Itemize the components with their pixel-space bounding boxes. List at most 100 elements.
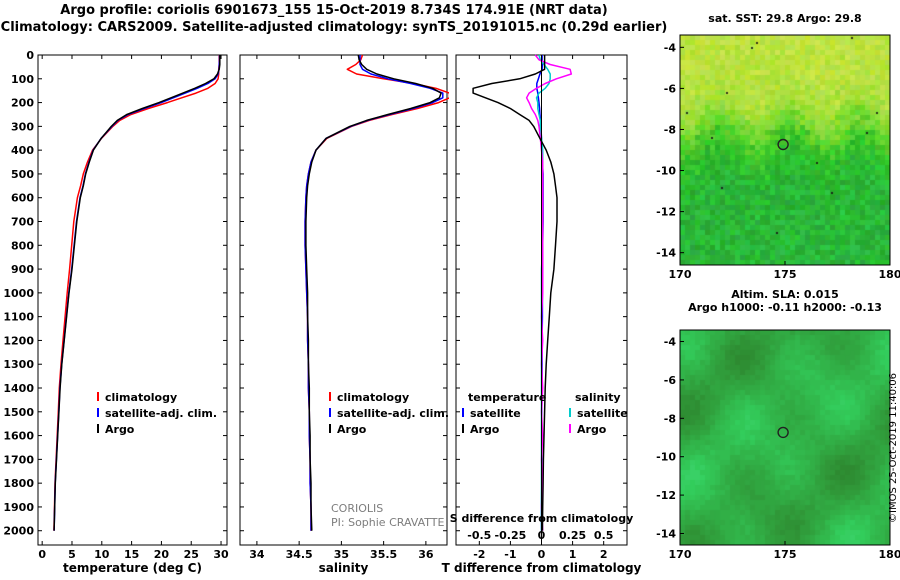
series-satellite-adj-clim- [304, 55, 444, 531]
sst-map-panel: 170 175 180 -4 -6 -8 -10 -12 -14 [656, 34, 900, 281]
s-axis-label: S difference from climatology [450, 512, 634, 525]
legend-label: satellite [577, 407, 628, 420]
sst-map-title: sat. SST: 29.8 Argo: 29.8 [708, 12, 862, 25]
depth-tick-label: 600 [11, 192, 34, 205]
x-tick-label: 36 [418, 548, 434, 561]
x-tick-label: 20 [154, 548, 170, 561]
depth-tick-label: 1900 [3, 501, 34, 514]
panel-border [239, 54, 448, 546]
lat-tick-label: -4 [664, 41, 677, 54]
lat-tick-label: -8 [664, 412, 676, 425]
x-tick-label: 30 [213, 548, 229, 561]
x-tick-label: 2 [600, 548, 608, 561]
lat-tick-label: -6 [664, 374, 677, 387]
x-tick-label: 25 [184, 548, 199, 561]
float-position-marker [777, 426, 789, 439]
depth-tick-label: 1700 [3, 453, 34, 466]
float-position-marker [777, 138, 789, 151]
legend-label: climatology [337, 391, 409, 404]
lon-tick-label: 170 [669, 548, 692, 561]
legend-label: climatology [105, 391, 177, 404]
depth-tick-label: 300 [11, 120, 34, 133]
x-tick-label: 34 [249, 548, 265, 561]
page-title: Argo profile: coriolis 6901673_155 15-Oc… [60, 3, 608, 18]
legend-group-header: salinity [575, 391, 621, 404]
series-argo [305, 54, 442, 531]
series-salinity-argo [525, 54, 573, 531]
depth-tick-label: 1200 [3, 334, 34, 347]
map-border [679, 34, 891, 266]
s-tick-label: 0.25 [559, 529, 586, 542]
legend-label: Argo [337, 423, 367, 436]
sst-map-image [680, 35, 890, 265]
depth-tick-label: 1300 [3, 358, 34, 371]
legend-group-header: temperature [468, 391, 546, 404]
x-tick-label: 35.5 [370, 548, 397, 561]
depth-tick-label: 100 [11, 73, 34, 86]
depth-tick-label: 0 [26, 49, 34, 62]
depth-tick-label: 1100 [3, 311, 34, 324]
series-argo [53, 55, 221, 531]
x-tick-label: 0 [38, 548, 46, 561]
x-tick-label: 15 [124, 548, 139, 561]
x-tick-label: 1 [569, 548, 577, 561]
legend-label: satellite-adj. clim. [337, 407, 449, 420]
x-axis-label: T difference from climatology [442, 561, 642, 575]
legend-label: satellite [470, 407, 521, 420]
lon-tick-label: 180 [879, 268, 900, 281]
lat-tick-label: -14 [656, 247, 676, 260]
coriolis-pi-label: PI: Sophie CRAVATTE [331, 516, 445, 529]
sla-map-panel: 170 175 180 -4 -6 -8 -10 -12 -14 [656, 329, 900, 561]
lon-tick-label: 170 [669, 268, 692, 281]
x-tick-label: 5 [68, 548, 76, 561]
depth-tick-label: 800 [11, 239, 34, 252]
s-tick-label: 0 [538, 529, 546, 542]
lat-tick-label: -12 [656, 489, 676, 502]
legend-label: Argo [577, 423, 607, 436]
temperature-profile-panel: 0100200300400500600700800900100011001200… [3, 49, 229, 575]
depth-tick-label: 400 [11, 144, 34, 157]
series-group [304, 54, 449, 531]
depth-tick-label: 200 [11, 97, 34, 110]
sla-map-subtitle: Argo h1000: -0.11 h2000: -0.13 [688, 301, 882, 314]
x-tick-label: 0 [538, 548, 546, 561]
depth-tick-label: 700 [11, 216, 34, 229]
x-axis-label: salinity [319, 561, 369, 575]
lat-tick-label: -8 [664, 123, 676, 136]
series-climatology [53, 55, 220, 531]
legend-label: satellite-adj. clim. [105, 407, 217, 420]
x-tick-label: 35 [334, 548, 349, 561]
s-tick-label: 0.5 [594, 529, 614, 542]
lon-tick-label: 175 [774, 548, 797, 561]
x-tick-label: 34.5 [286, 548, 313, 561]
x-tick-label: -1 [504, 548, 516, 561]
depth-tick-label: 1500 [3, 406, 34, 419]
lat-tick-label: -12 [656, 206, 676, 219]
difference-profile-panel: -2 -1 0 1 2T difference from climatology -0.5… [442, 54, 642, 575]
salinity-profile-panel: 34 34.5 35 35.5 36 salinity climatology satelli… [239, 54, 449, 575]
depth-tick-label: 900 [11, 263, 34, 276]
s-tick-label: -0.5 [467, 529, 491, 542]
series-group [472, 54, 573, 531]
series-group [53, 55, 221, 531]
lat-tick-label: -4 [664, 336, 677, 349]
legend-label: Argo [105, 423, 135, 436]
depth-tick-label: 2000 [3, 525, 34, 538]
x-tick-label: 10 [94, 548, 110, 561]
panel-border [37, 54, 228, 546]
series-temperature-argo [472, 55, 558, 531]
depth-tick-label: 500 [11, 168, 34, 181]
depth-tick-label: 1000 [3, 287, 34, 300]
lon-tick-label: 180 [879, 548, 900, 561]
lat-tick-label: -10 [656, 165, 676, 178]
lon-tick-label: 175 [774, 268, 797, 281]
x-axis-label: temperature (deg C) [63, 561, 202, 575]
coriolis-label: CORIOLIS [331, 502, 384, 515]
depth-tick-label: 1600 [3, 430, 34, 443]
depth-tick-label: 1800 [3, 477, 34, 490]
copyright-credit: ©IMOS 25-Oct-2019 11:40:06 [888, 372, 899, 523]
lat-tick-label: -10 [656, 451, 676, 464]
s-tick-label: -0.25 [495, 529, 527, 542]
